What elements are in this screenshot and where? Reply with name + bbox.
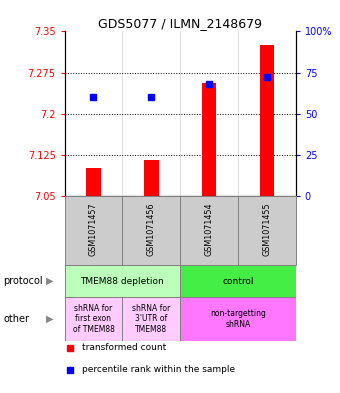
Text: GSM1071454: GSM1071454 <box>205 203 214 256</box>
Text: other: other <box>3 314 29 324</box>
Text: ▶: ▶ <box>46 276 53 286</box>
Text: non-targetting
shRNA: non-targetting shRNA <box>210 309 266 329</box>
Bar <box>180 196 238 265</box>
Bar <box>260 45 274 196</box>
Text: TMEM88 depletion: TMEM88 depletion <box>81 277 164 286</box>
Bar <box>65 196 122 265</box>
Bar <box>202 83 216 196</box>
Bar <box>238 196 296 265</box>
Text: ▶: ▶ <box>46 314 53 324</box>
Text: control: control <box>222 277 254 286</box>
Text: percentile rank within the sample: percentile rank within the sample <box>82 365 235 375</box>
Bar <box>65 265 180 297</box>
Text: transformed count: transformed count <box>82 343 166 353</box>
Text: shRNA for
first exon
of TMEM88: shRNA for first exon of TMEM88 <box>72 304 115 334</box>
Bar <box>122 297 180 340</box>
Text: GSM1071455: GSM1071455 <box>262 203 271 256</box>
Text: GSM1071457: GSM1071457 <box>89 203 98 256</box>
Title: GDS5077 / ILMN_2148679: GDS5077 / ILMN_2148679 <box>98 17 262 30</box>
Bar <box>65 297 122 340</box>
Bar <box>144 160 158 196</box>
Bar <box>86 168 101 196</box>
Bar <box>180 265 296 297</box>
Text: shRNA for
3'UTR of
TMEM88: shRNA for 3'UTR of TMEM88 <box>132 304 170 334</box>
Bar <box>180 297 296 340</box>
Text: GSM1071456: GSM1071456 <box>147 203 156 256</box>
Bar <box>122 196 180 265</box>
Text: protocol: protocol <box>3 276 43 286</box>
